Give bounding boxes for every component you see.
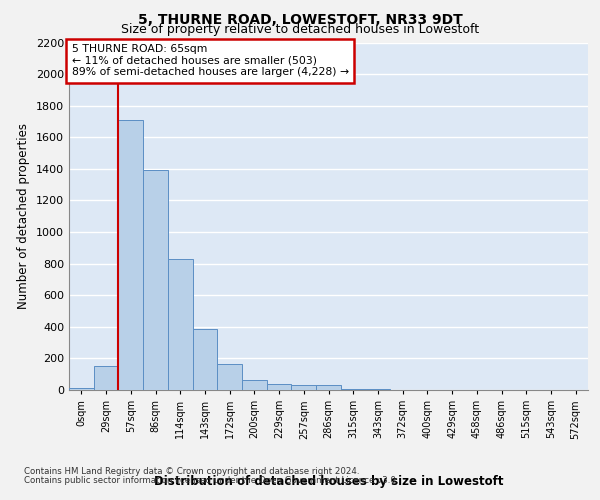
Bar xyxy=(118,120,143,390)
Text: 5, THURNE ROAD, LOWESTOFT, NR33 9DT: 5, THURNE ROAD, LOWESTOFT, NR33 9DT xyxy=(137,12,463,26)
Bar xyxy=(193,329,217,390)
Text: 5 THURNE ROAD: 65sqm
← 11% of detached houses are smaller (503)
89% of semi-deta: 5 THURNE ROAD: 65sqm ← 11% of detached h… xyxy=(71,44,349,78)
Bar xyxy=(341,388,365,390)
Bar xyxy=(292,386,316,390)
Bar xyxy=(242,380,267,390)
Text: Contains HM Land Registry data © Crown copyright and database right 2024.: Contains HM Land Registry data © Crown c… xyxy=(24,468,359,476)
Bar xyxy=(365,389,390,390)
Bar xyxy=(69,388,94,390)
Bar xyxy=(267,384,292,390)
Text: Contains public sector information licensed under the Open Government Licence v3: Contains public sector information licen… xyxy=(24,476,398,485)
Text: Size of property relative to detached houses in Lowestoft: Size of property relative to detached ho… xyxy=(121,22,479,36)
Bar xyxy=(143,170,168,390)
Bar xyxy=(316,386,341,390)
Bar xyxy=(168,259,193,390)
Bar xyxy=(217,364,242,390)
Bar xyxy=(94,366,118,390)
Y-axis label: Number of detached properties: Number of detached properties xyxy=(17,123,31,309)
Text: Distribution of detached houses by size in Lowestoft: Distribution of detached houses by size … xyxy=(154,474,503,488)
